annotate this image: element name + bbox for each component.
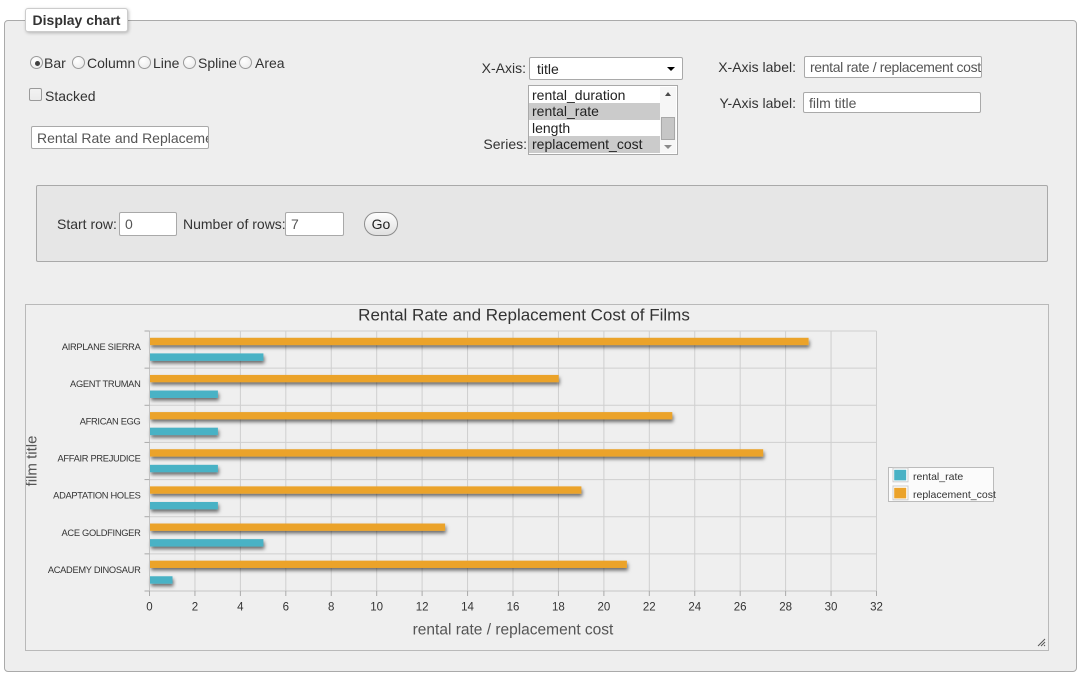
svg-text:ADAPTATION HOLES: ADAPTATION HOLES — [53, 491, 140, 501]
svg-text:rental rate / replacement cost: rental rate / replacement cost — [413, 622, 614, 639]
svg-text:16: 16 — [507, 602, 520, 614]
svg-text:8: 8 — [328, 602, 334, 614]
svg-text:28: 28 — [779, 602, 792, 614]
svg-text:0: 0 — [146, 602, 152, 614]
svg-text:32: 32 — [870, 602, 883, 614]
svg-text:AFFAIR PREJUDICE: AFFAIR PREJUDICE — [57, 454, 140, 464]
svg-text:2: 2 — [192, 602, 198, 614]
svg-text:4: 4 — [237, 602, 244, 614]
svg-text:30: 30 — [825, 602, 838, 614]
svg-text:10: 10 — [370, 602, 383, 614]
svg-text:AFRICAN EGG: AFRICAN EGG — [80, 416, 141, 426]
svg-text:ACE GOLDFINGER: ACE GOLDFINGER — [62, 528, 142, 538]
svg-text:AIRPLANE SIERRA: AIRPLANE SIERRA — [62, 342, 142, 352]
svg-text:6: 6 — [283, 602, 289, 614]
svg-text:18: 18 — [552, 602, 565, 614]
svg-text:14: 14 — [461, 602, 474, 614]
svg-text:ACADEMY DINOSAUR: ACADEMY DINOSAUR — [48, 565, 141, 575]
svg-text:20: 20 — [597, 602, 610, 614]
svg-text:replacement_cost: replacement_cost — [913, 489, 996, 501]
svg-text:24: 24 — [688, 602, 701, 614]
svg-text:22: 22 — [643, 602, 656, 614]
svg-text:rental_rate: rental_rate — [913, 471, 963, 483]
svg-text:26: 26 — [734, 602, 747, 614]
svg-text:12: 12 — [416, 602, 429, 614]
svg-text:AGENT TRUMAN: AGENT TRUMAN — [70, 379, 140, 389]
svg-text:Rental Rate and Replacement Co: Rental Rate and Replacement Cost of Film… — [358, 306, 690, 325]
svg-text:film title: film title — [26, 436, 41, 487]
